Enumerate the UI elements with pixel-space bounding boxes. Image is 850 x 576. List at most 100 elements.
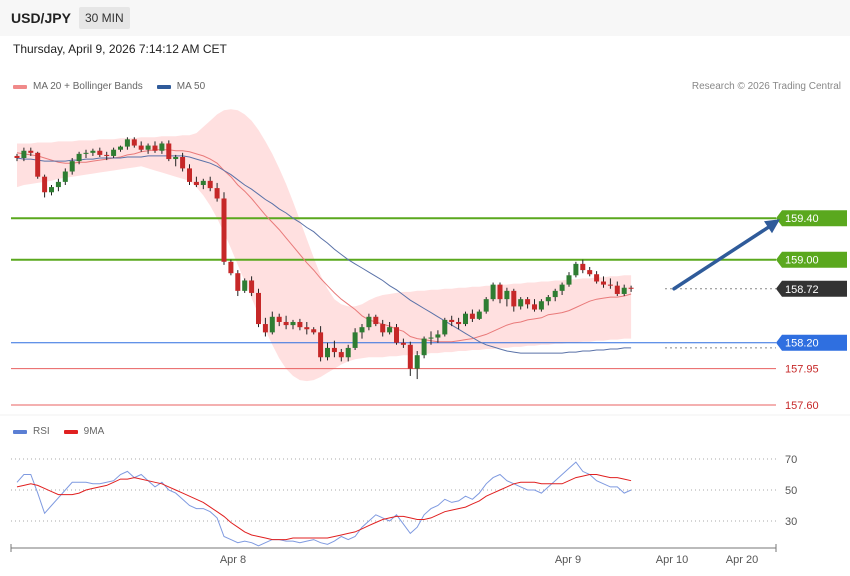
rsi-swatch [13, 429, 27, 434]
candle [414, 355, 420, 369]
candle [14, 155, 20, 159]
candle [200, 180, 206, 185]
candle [559, 284, 565, 291]
resistance-1-label: 159.00 [785, 255, 819, 267]
candle [387, 327, 393, 333]
candle [297, 321, 303, 328]
candle [366, 316, 372, 328]
candle [276, 316, 282, 322]
resistance-2-label: 159.40 [785, 213, 819, 225]
ma20-swatch [13, 84, 27, 89]
candle [394, 327, 399, 343]
forecast-arrow [672, 224, 772, 291]
candle [614, 285, 620, 294]
candle [124, 139, 130, 147]
candle [518, 299, 524, 307]
candle [573, 263, 579, 276]
candle [628, 287, 634, 289]
credit-label: Research © 2026 Trading Central [691, 81, 841, 92]
candle [304, 327, 310, 330]
candle [469, 313, 475, 319]
candle [242, 280, 248, 291]
candle [221, 198, 227, 262]
timestamp: Thursday, April 9, 2026 7:14:12 AM CET [13, 42, 227, 56]
candle [552, 290, 558, 298]
candle [166, 143, 172, 160]
rsi-tick-70: 70 [785, 454, 797, 466]
support-1-label: 157.95 [785, 364, 819, 376]
rsi-ma-line [16, 474, 632, 541]
candle [407, 344, 413, 369]
candle [173, 156, 179, 160]
candle [42, 176, 48, 193]
candle [428, 337, 434, 339]
pivot-label: 158.20 [785, 338, 819, 350]
candle [345, 347, 351, 358]
candle [138, 145, 144, 150]
header-bar: USD/JPY 30 MIN [0, 0, 850, 36]
candle [538, 301, 544, 310]
ma50-legend-label: MA 50 [176, 81, 206, 92]
candle [55, 181, 61, 188]
candle [621, 287, 627, 294]
candle [256, 292, 261, 325]
candle [331, 347, 337, 353]
rsi-line [16, 461, 632, 547]
candle [49, 187, 54, 193]
resistance-2-tag [776, 210, 847, 227]
candle [62, 171, 68, 182]
candle [111, 149, 117, 156]
rsi-ma-swatch [63, 429, 78, 434]
rsi-legend-label: RSI [33, 426, 50, 437]
candle [373, 316, 379, 325]
candle [35, 152, 41, 177]
candle [180, 156, 186, 169]
rsi-legend: RSI 9MA [13, 426, 104, 437]
forecast-arrow-head [764, 219, 780, 234]
last-price-tag [776, 280, 847, 297]
candle [207, 180, 213, 189]
x-tick-label: Apr 20 [726, 554, 758, 566]
candle [421, 338, 427, 356]
candle [193, 181, 199, 185]
x-tick-label: Apr 10 [656, 554, 688, 566]
candle [311, 329, 317, 333]
candle [104, 154, 110, 156]
main-legend: MA 20 + Bollinger Bands MA 50 [13, 81, 205, 92]
candle [131, 139, 137, 146]
pivot-tag [776, 334, 847, 351]
candle [352, 332, 358, 348]
candle [359, 327, 365, 333]
bollinger-band [17, 109, 632, 382]
timeframe-badge[interactable]: 30 MIN [79, 7, 130, 29]
candle [449, 319, 455, 322]
candle [269, 316, 275, 333]
x-tick-label: Apr 8 [220, 554, 246, 566]
ma50-swatch [156, 84, 171, 89]
candle [587, 270, 593, 275]
candle [456, 321, 462, 325]
candle [338, 352, 344, 358]
candle [152, 145, 158, 151]
candle [566, 275, 572, 285]
candle [214, 188, 220, 199]
candle [90, 150, 96, 153]
last-price-label: 158.72 [785, 284, 819, 296]
candle [235, 273, 241, 291]
candle [463, 313, 468, 325]
symbol-label: USD/JPY [11, 10, 71, 26]
support-2-label: 157.60 [785, 400, 819, 412]
resistance-1-tag [776, 251, 847, 268]
candle [325, 347, 330, 358]
candle [21, 150, 27, 159]
candle [476, 311, 482, 319]
candle [483, 299, 489, 312]
candle [159, 143, 165, 151]
x-tick-label: Apr 9 [555, 554, 581, 566]
candle [594, 274, 600, 282]
candle [28, 150, 34, 153]
candle [290, 321, 296, 326]
ma20-legend-label: MA 20 + Bollinger Bands [33, 81, 143, 92]
ma20-line [16, 149, 632, 343]
